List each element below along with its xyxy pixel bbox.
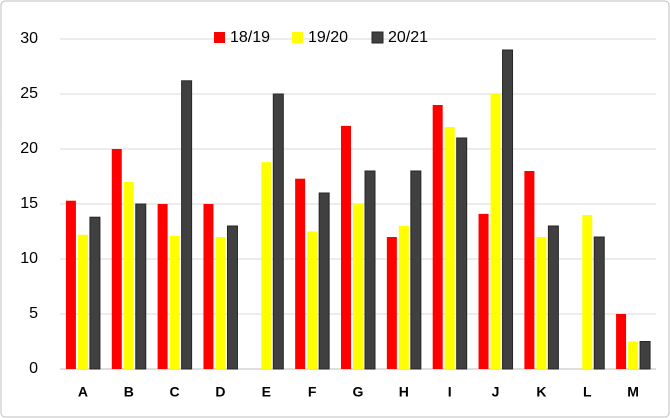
bar: [181, 80, 193, 370]
y-tick-label: 0: [29, 360, 38, 377]
bar: [341, 125, 351, 370]
bar: [307, 231, 318, 369]
bar: [261, 162, 272, 369]
bar: [432, 105, 443, 369]
bar: [65, 200, 76, 369]
legend-swatch: [371, 31, 384, 44]
legend-label: 19/20: [308, 29, 348, 46]
legend-label: 20/21: [388, 29, 428, 46]
bar: [536, 237, 547, 369]
bar: [226, 225, 238, 370]
bar: [111, 149, 122, 369]
y-tick-label: 10: [20, 250, 38, 267]
bar: [318, 192, 330, 370]
x-tick-label: L: [583, 384, 592, 400]
bar: [157, 204, 168, 369]
bar: [135, 203, 147, 370]
bar: [502, 49, 514, 370]
x-tick-label: K: [536, 384, 546, 400]
x-tick-label: D: [215, 384, 225, 400]
bar: [593, 236, 605, 370]
bar: [169, 235, 180, 369]
bar: [628, 341, 639, 369]
x-tick-label: G: [353, 384, 364, 400]
bar: [490, 94, 501, 369]
x-tick-label: A: [78, 384, 88, 400]
x-tick-label: I: [448, 384, 452, 400]
y-tick-label: 25: [20, 85, 38, 102]
bar: [410, 170, 422, 370]
bar: [547, 225, 559, 370]
bar: [582, 215, 593, 369]
bar: [444, 127, 455, 369]
bar: [524, 171, 535, 369]
y-tick-label: 30: [20, 30, 38, 47]
bar: [353, 204, 363, 369]
bar: [215, 237, 226, 369]
legend-swatch: [292, 32, 303, 43]
x-tick-label: H: [399, 384, 409, 400]
bar: [295, 178, 306, 369]
bar: [89, 216, 101, 370]
bar: [272, 93, 284, 370]
bar: [386, 237, 397, 369]
bar: [123, 182, 134, 369]
y-tick-label: 5: [29, 305, 38, 322]
legend-swatch: [214, 32, 225, 43]
x-tick-label: M: [627, 384, 639, 400]
bar: [203, 204, 214, 369]
legend-label: 18/19: [230, 29, 270, 46]
x-tick-label: F: [308, 384, 317, 400]
bar: [478, 213, 489, 369]
bar: [398, 226, 409, 369]
x-tick-label: B: [124, 384, 134, 400]
x-tick-label: J: [492, 384, 500, 400]
y-tick-label: 15: [20, 195, 38, 212]
x-tick-label: E: [262, 384, 271, 400]
x-tick-label: C: [170, 384, 180, 400]
bar: [639, 341, 651, 370]
y-tick-label: 20: [20, 140, 38, 157]
bar: [616, 314, 627, 369]
bar: [456, 137, 468, 370]
bar: [77, 234, 88, 369]
bar: [364, 170, 376, 370]
